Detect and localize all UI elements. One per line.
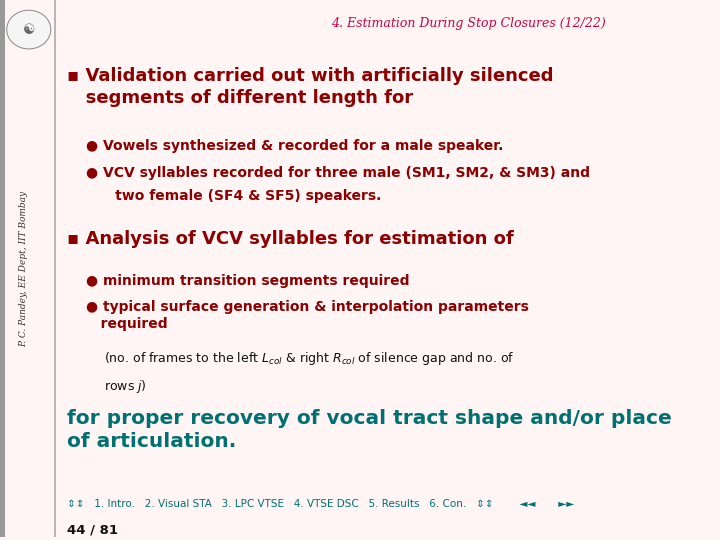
Text: (no. of frames to the left $L_{col}$ & right $R_{col}$ of silence gap and no. of: (no. of frames to the left $L_{col}$ & r… xyxy=(104,350,515,367)
FancyBboxPatch shape xyxy=(0,0,5,537)
Text: P. C. Pandey, EE Dept, IIT Bombay: P. C. Pandey, EE Dept, IIT Bombay xyxy=(19,191,28,347)
Text: ● minimum transition segments required: ● minimum transition segments required xyxy=(86,274,409,288)
Text: two female (SF4 & SF5) speakers.: two female (SF4 & SF5) speakers. xyxy=(86,189,381,203)
Text: 4. Estimation During Stop Closures (12/22): 4. Estimation During Stop Closures (12/2… xyxy=(331,17,606,30)
Text: ☯: ☯ xyxy=(22,23,35,37)
Text: rows $j$): rows $j$) xyxy=(104,379,147,395)
Text: 44 / 81: 44 / 81 xyxy=(67,524,118,537)
Text: ▪ Analysis of VCV syllables for estimation of: ▪ Analysis of VCV syllables for estimati… xyxy=(67,230,514,248)
Text: for proper recovery of vocal tract shape and/or place
of articulation.: for proper recovery of vocal tract shape… xyxy=(67,409,672,451)
Text: ● Vowels synthesized & recorded for a male speaker.: ● Vowels synthesized & recorded for a ma… xyxy=(86,139,503,153)
Text: ▪ Validation carried out with artificially silenced
   segments of different len: ▪ Validation carried out with artificial… xyxy=(67,67,554,107)
Text: ● VCV syllables recorded for three male (SM1, SM2, & SM3) and: ● VCV syllables recorded for three male … xyxy=(86,166,590,179)
Circle shape xyxy=(6,10,51,49)
Text: ● typical surface generation & interpolation parameters
   required: ● typical surface generation & interpola… xyxy=(86,300,528,330)
Text: ⇕⇕   1. Intro.   2. Visual STA   3. LPC VTSE   4. VTSE DSC   5. Results   6. Con: ⇕⇕ 1. Intro. 2. Visual STA 3. LPC VTSE 4… xyxy=(67,499,575,509)
